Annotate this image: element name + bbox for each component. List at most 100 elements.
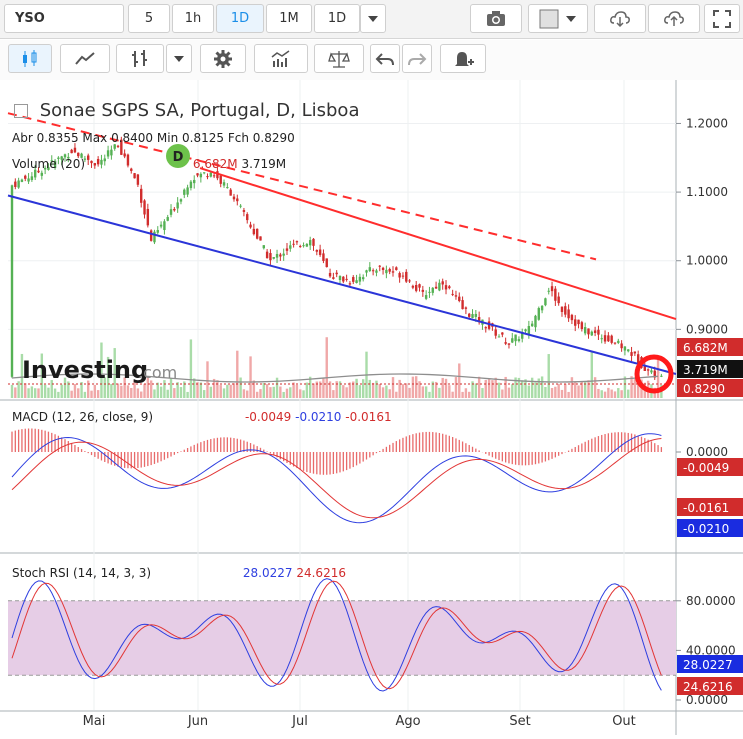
alert-button[interactable]	[440, 44, 486, 73]
candle-body	[613, 342, 617, 344]
candle-body	[179, 199, 183, 202]
volume-bar	[33, 388, 37, 398]
interval-dropdown-button[interactable]	[360, 4, 386, 33]
interval-5-button[interactable]: 5	[128, 4, 170, 33]
candle-body	[136, 174, 140, 185]
volume-bar	[110, 383, 113, 398]
candle-body	[431, 287, 434, 293]
interval-1d-alt-button[interactable]: 1D	[314, 4, 360, 33]
candle-body	[279, 254, 282, 257]
ohlc-legend: Abr 0.8355 Max 0.8400 Min 0.8125 Fch 0.8…	[12, 131, 295, 145]
candle-body	[405, 271, 408, 282]
volume-bar	[176, 382, 179, 398]
volume-bar	[328, 381, 332, 398]
chart-type-dropdown[interactable]	[166, 44, 192, 73]
volume-ma-line	[11, 373, 659, 383]
candle-body	[236, 198, 239, 202]
volume-bar	[454, 377, 458, 398]
symbol-search-input[interactable]: YSO	[4, 4, 124, 33]
chart-style-button[interactable]	[528, 4, 588, 33]
candle-body	[159, 224, 163, 227]
stoch-d-badge: 24.6216	[683, 680, 733, 694]
chart-canvas[interactable]: Mai Jun Jul Ago Set Out 1.2000 1.1000 1.0000 0.90…	[0, 80, 743, 735]
volume-bar	[24, 383, 27, 398]
volume-bar	[123, 377, 126, 398]
bars-button[interactable]	[116, 44, 164, 73]
candle-body	[375, 270, 378, 273]
volume-bar	[564, 383, 567, 398]
volume-ma-value: 3.719M	[241, 157, 287, 171]
candle-body	[219, 175, 222, 184]
interval-1d-button[interactable]: 1D	[216, 4, 264, 33]
volume-bar	[461, 391, 464, 398]
candle-body	[524, 329, 527, 332]
candle-body	[550, 286, 554, 292]
volume-ma-badge: 3.719M	[683, 363, 728, 377]
volume-bar	[50, 380, 53, 398]
candle-body	[133, 173, 136, 179]
undo-icon	[375, 52, 394, 65]
stoch-tick-label: 40.0000	[686, 643, 736, 657]
indicators-button[interactable]	[254, 44, 308, 73]
stoch-d-badge-bg	[677, 677, 743, 695]
collapse-legend-icon[interactable]	[14, 104, 28, 118]
volume-bar	[332, 390, 335, 398]
candle-body	[30, 176, 34, 180]
candle-body	[477, 317, 481, 323]
candle-body	[47, 167, 50, 170]
x-axis-label: Jul	[291, 714, 308, 729]
cloud-download-button[interactable]	[594, 4, 646, 33]
candle-body	[335, 272, 338, 275]
chart-area[interactable]: Mai Jun Jul Ago Set Out 1.2000 1.1000 1.0000 0.90…	[0, 80, 743, 735]
candle-body	[497, 336, 501, 338]
candle-body	[381, 267, 385, 270]
volume-bar	[133, 380, 136, 398]
candle-body	[10, 185, 14, 377]
candle-body	[83, 158, 87, 160]
volume-bar	[368, 379, 372, 398]
candle-body	[289, 245, 292, 249]
candle-body	[352, 277, 355, 282]
candles-button[interactable]	[8, 44, 52, 73]
volume-bar	[438, 387, 441, 398]
candle-body	[113, 144, 116, 149]
undo-button[interactable]	[370, 44, 400, 73]
volume-bar	[143, 384, 146, 398]
candle-body	[242, 210, 246, 212]
volume-bar	[627, 389, 630, 398]
volume-bar	[289, 387, 292, 398]
candle-body	[24, 175, 27, 179]
candle-body	[60, 156, 63, 160]
stoch-band	[8, 600, 676, 676]
candle-body	[232, 196, 236, 200]
candle-body	[193, 179, 196, 184]
fullscreen-button[interactable]	[704, 4, 740, 33]
candle-body	[557, 296, 560, 304]
snapshot-button[interactable]	[470, 4, 522, 33]
candle-body	[318, 249, 322, 255]
settings-button[interactable]	[200, 44, 246, 73]
candle-body	[17, 180, 20, 188]
candle-body	[87, 155, 90, 160]
volume-bar	[567, 391, 570, 398]
volume-bar	[580, 381, 584, 398]
candle-body	[636, 354, 640, 364]
compare-button[interactable]	[314, 44, 364, 73]
volume-bar	[587, 380, 590, 398]
stoch-legend: Stoch RSI (14, 14, 3, 3) 28.0227 24.6216	[12, 566, 346, 580]
volume-label: Volume (20)	[12, 157, 86, 171]
volume-bar	[149, 380, 153, 398]
line-chart-button[interactable]	[60, 44, 110, 73]
cloud-upload-button[interactable]	[648, 4, 700, 33]
candle-body	[434, 286, 438, 289]
redo-button[interactable]	[402, 44, 432, 73]
volume-bar	[47, 387, 50, 398]
interval-1h-button[interactable]: 1h	[172, 4, 214, 33]
candle-body	[143, 200, 146, 215]
macd-signal-badge-bg	[677, 498, 743, 516]
candle-body	[80, 153, 83, 158]
interval-1m-button[interactable]: 1M	[266, 4, 312, 33]
candle-body	[27, 178, 30, 182]
candle-body	[229, 189, 232, 196]
volume-bar	[295, 384, 299, 398]
